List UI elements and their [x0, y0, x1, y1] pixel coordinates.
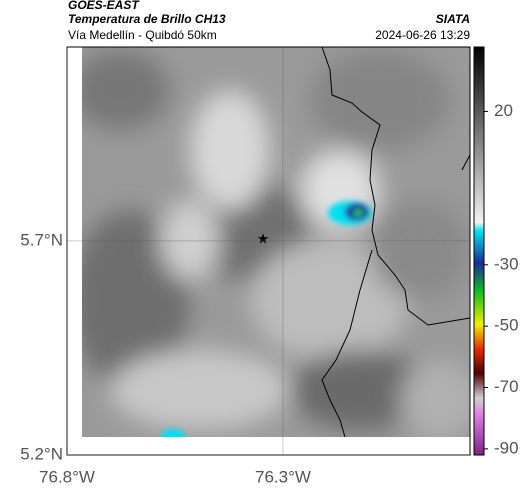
colorbar	[473, 46, 485, 456]
satellite-image	[67, 47, 470, 455]
location-marker: ★	[257, 231, 270, 247]
subtitle: Temperatura de Brillo CH13	[68, 12, 226, 26]
title: GOES-EAST	[68, 0, 140, 12]
lat-tick-label: 5.7°N	[20, 230, 63, 249]
colorbar-tick-label: -70	[494, 377, 519, 396]
route: Vía Medellín - Quibdó 50km	[68, 28, 217, 42]
lat-tick-label: 5.2°N	[20, 444, 63, 463]
colorbar-tick-label: -90	[494, 438, 519, 457]
colorbar-tick-label: 20	[494, 101, 513, 120]
colorbar-tick-label: -30	[494, 254, 519, 273]
colorbar-tick-label: -50	[494, 316, 519, 335]
datetime: 2024-06-26 13:29	[375, 28, 470, 42]
source: SIATA	[436, 12, 470, 26]
lon-tick-label: 76.8°W	[39, 467, 95, 486]
lon-tick-label: 76.3°W	[255, 467, 311, 486]
